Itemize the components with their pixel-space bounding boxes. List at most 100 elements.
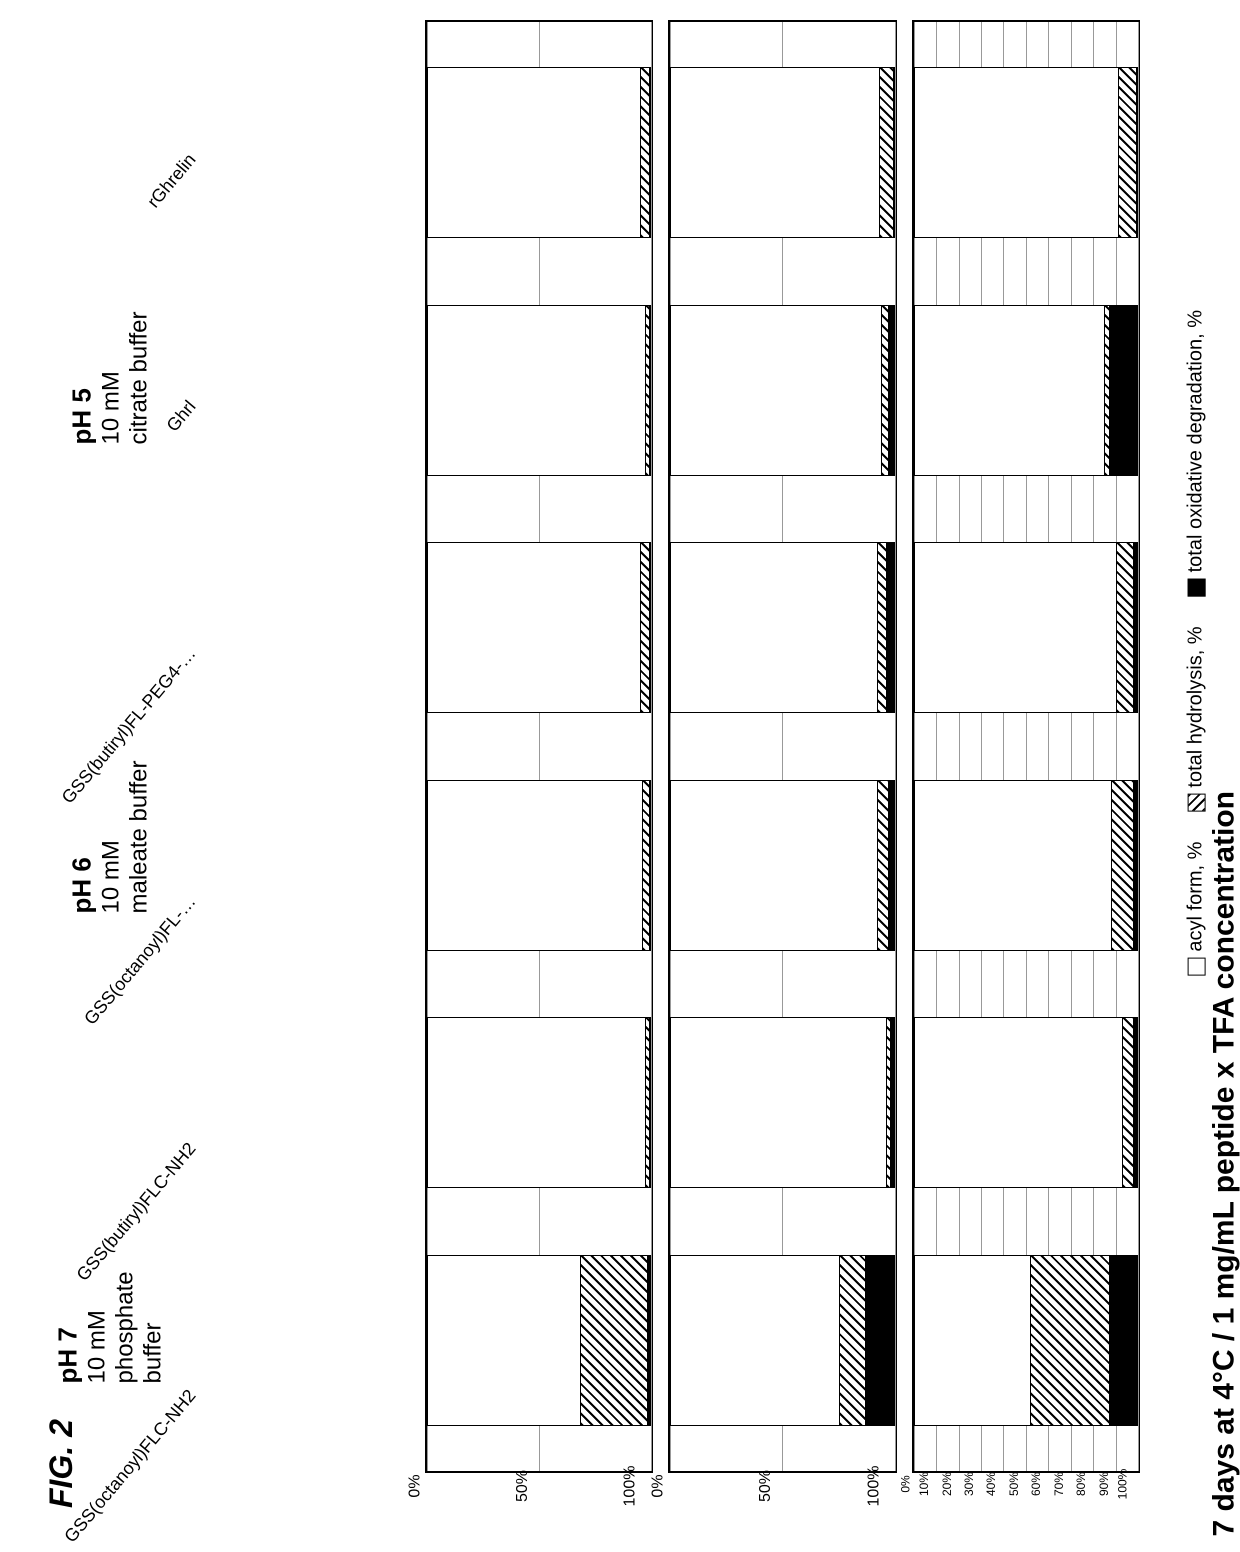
bar-segment-oxidative — [888, 305, 895, 476]
bar-segment-oxidative — [1136, 67, 1138, 238]
gridline — [1116, 22, 1117, 1471]
bar-row — [427, 1255, 651, 1426]
panel-label-ph5: pH 510 mMcitrate buffer — [67, 265, 154, 445]
bar-segment-oxidative — [649, 305, 651, 476]
y-tick-label: 100% — [622, 1466, 640, 1507]
legend-label-oxidative: total oxidative degradation, % — [1185, 310, 1208, 572]
y-tick-label: 50% — [757, 1470, 775, 1502]
bar-row — [427, 542, 651, 713]
legend-label-hydrolysis: total hydrolysis, % — [1185, 626, 1208, 787]
chart-title: 7 days at 4°C / 1 mg/mL peptide x TFA co… — [1208, 791, 1240, 1537]
bar-segment-acyl — [670, 305, 881, 476]
bar-row — [670, 305, 894, 476]
charts-row: rGhrelinGhrlGSS(butiryl)FL-PEG4-…GSS(oct… — [200, 20, 1140, 1528]
bar-row — [670, 67, 894, 238]
y-tick-label: 20% — [940, 1472, 954, 1496]
bar-segment-hydrolysis — [1118, 67, 1136, 238]
bar-segment-oxidative — [649, 780, 651, 951]
y-tick-label: 0% — [650, 1474, 668, 1497]
gridline — [959, 22, 960, 1471]
bar-segment-hydrolysis — [877, 780, 888, 951]
y-tick-label: 0% — [406, 1474, 424, 1497]
legend-swatch-acyl — [1188, 957, 1206, 975]
gridline — [914, 22, 915, 1471]
gridline — [895, 22, 896, 1471]
chart-panel-ph7: 0%10%20%30%40%50%60%70%80%90%100% — [912, 20, 1140, 1528]
y-tick-label: 60% — [1029, 1472, 1043, 1496]
y-tick-label: 10% — [917, 1472, 931, 1496]
gridline — [936, 22, 937, 1471]
bar-segment-hydrolysis — [877, 542, 886, 713]
gridline — [1138, 22, 1139, 1471]
bar-segment-hydrolysis — [1122, 1017, 1133, 1188]
bar-segment-acyl — [427, 1017, 645, 1188]
panel-labels-column: pH 510 mMcitrate bufferpH 610 mMmaleate … — [20, 20, 200, 1528]
bar-segment-acyl — [914, 1017, 1123, 1188]
bar-segment-hydrolysis — [1116, 542, 1134, 713]
y-tick-label: 30% — [962, 1472, 976, 1496]
bar-row — [914, 305, 1138, 476]
figure-container: pH 510 mMcitrate bufferpH 610 mMmaleate … — [20, 20, 1220, 1528]
bar-segment-hydrolysis — [1111, 780, 1133, 951]
y-tick-label: 100% — [1116, 1469, 1130, 1500]
bar-segment-oxidative — [647, 1255, 651, 1426]
bar-segment-acyl — [670, 1017, 885, 1188]
panel-ph-label: pH 5 — [67, 265, 98, 445]
bar-segment-acyl — [427, 305, 645, 476]
gridline — [1071, 22, 1072, 1471]
chart-area: 0%50%100% — [425, 20, 653, 1473]
legend-item-oxidative: total oxidative degradation, % — [1185, 310, 1208, 596]
bar-segment-oxidative — [1133, 1017, 1137, 1188]
gridline — [782, 22, 783, 1471]
y-tick-label: 90% — [1097, 1472, 1111, 1496]
panel-ph-label: pH 7 — [53, 1203, 84, 1383]
gridline — [670, 22, 671, 1471]
bar-segment-hydrolysis — [580, 1255, 647, 1426]
bar-segment-acyl — [670, 780, 876, 951]
bar-row — [427, 1017, 651, 1188]
bar-segment-oxidative — [1109, 305, 1138, 476]
bar-row — [670, 1255, 894, 1426]
bar-segment-oxidative — [649, 542, 651, 713]
legend: acyl form, % total hydrolysis, % total o… — [1185, 310, 1208, 976]
bar-segment-hydrolysis — [839, 1255, 866, 1426]
bar-segment-acyl — [427, 1255, 580, 1426]
bar-row — [427, 780, 651, 951]
bar-segment-oxidative — [649, 1017, 651, 1188]
legend-swatch-oxidative — [1188, 578, 1206, 596]
bar-row — [670, 780, 894, 951]
bar-segment-hydrolysis — [1030, 1255, 1109, 1426]
bar-row — [427, 67, 651, 238]
bar-segment-oxidative — [888, 780, 895, 951]
bar-segment-oxidative — [865, 1255, 894, 1426]
bar-segment-hydrolysis — [881, 305, 888, 476]
gridline — [1026, 22, 1027, 1471]
panel-buffer-label: 10 mMcitrate buffer — [98, 265, 154, 445]
gridline — [427, 22, 428, 1471]
bar-segment-acyl — [427, 67, 640, 238]
legend-swatch-hydrolysis — [1188, 793, 1206, 811]
legend-item-acyl: acyl form, % — [1185, 841, 1208, 975]
y-tick-label: 0% — [898, 1475, 912, 1492]
bar-row — [427, 305, 651, 476]
bar-segment-hydrolysis — [640, 542, 649, 713]
bar-segment-oxidative — [890, 1017, 894, 1188]
bar-row — [670, 1017, 894, 1188]
bar-segment-acyl — [670, 67, 879, 238]
figure-label: FIG. 2 — [43, 1419, 80, 1508]
y-tick-label: 100% — [865, 1466, 883, 1507]
bar-segment-oxidative — [886, 542, 895, 713]
bar-row — [914, 780, 1138, 951]
bar-segment-acyl — [914, 305, 1105, 476]
bar-segment-acyl — [914, 1255, 1031, 1426]
bar-segment-acyl — [427, 542, 640, 713]
bar-segment-oxidative — [1133, 542, 1137, 713]
bar-segment-acyl — [914, 542, 1116, 713]
y-tick-label: 80% — [1074, 1472, 1088, 1496]
gridline — [981, 22, 982, 1471]
y-tick-label: 70% — [1052, 1472, 1066, 1496]
bar-segment-hydrolysis — [640, 67, 649, 238]
chart-area: 0%50%100% — [668, 20, 896, 1473]
chart-area: 0%10%20%30%40%50%60%70%80%90%100% — [912, 20, 1140, 1473]
chart-panel-ph6: 0%50%100% — [668, 20, 896, 1528]
